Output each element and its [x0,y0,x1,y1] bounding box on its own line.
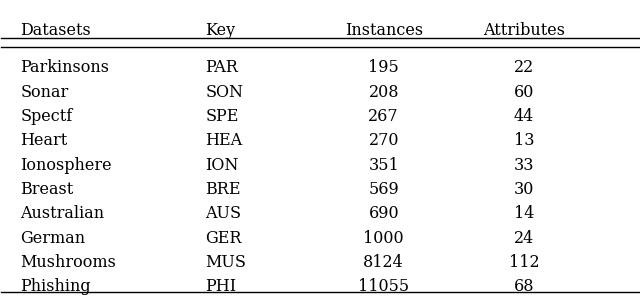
Text: 690: 690 [369,205,399,222]
Text: 351: 351 [369,157,399,174]
Text: 44: 44 [514,108,534,125]
Text: Sonar: Sonar [20,84,68,101]
Text: SPE: SPE [205,108,239,125]
Text: 8124: 8124 [364,254,404,271]
Text: Parkinsons: Parkinsons [20,59,109,76]
Text: HEA: HEA [205,132,243,149]
Text: Ionosphere: Ionosphere [20,157,112,174]
Text: Heart: Heart [20,132,68,149]
Text: PHI: PHI [205,278,236,295]
Text: 14: 14 [514,205,534,222]
Text: 68: 68 [514,278,534,295]
Text: Australian: Australian [20,205,104,222]
Text: 60: 60 [514,84,534,101]
Text: 569: 569 [369,181,399,198]
Text: Breast: Breast [20,181,74,198]
Text: 267: 267 [369,108,399,125]
Text: 30: 30 [514,181,534,198]
Text: 22: 22 [514,59,534,76]
Text: Datasets: Datasets [20,22,92,39]
Text: BRE: BRE [205,181,241,198]
Text: Instances: Instances [345,22,423,39]
Text: Key: Key [205,22,236,39]
Text: PAR: PAR [205,59,238,76]
Text: Phishing: Phishing [20,278,91,295]
Text: Spectf: Spectf [20,108,73,125]
Text: 1000: 1000 [364,230,404,247]
Text: Attributes: Attributes [483,22,565,39]
Text: SON: SON [205,84,243,101]
Text: AUS: AUS [205,205,241,222]
Text: 195: 195 [369,59,399,76]
Text: 270: 270 [369,132,399,149]
Text: 24: 24 [514,230,534,247]
Text: Mushrooms: Mushrooms [20,254,116,271]
Text: 33: 33 [514,157,534,174]
Text: MUS: MUS [205,254,246,271]
Text: German: German [20,230,86,247]
Text: 13: 13 [514,132,534,149]
Text: 11055: 11055 [358,278,410,295]
Text: ION: ION [205,157,239,174]
Text: GER: GER [205,230,242,247]
Text: 208: 208 [369,84,399,101]
Text: 112: 112 [509,254,540,271]
